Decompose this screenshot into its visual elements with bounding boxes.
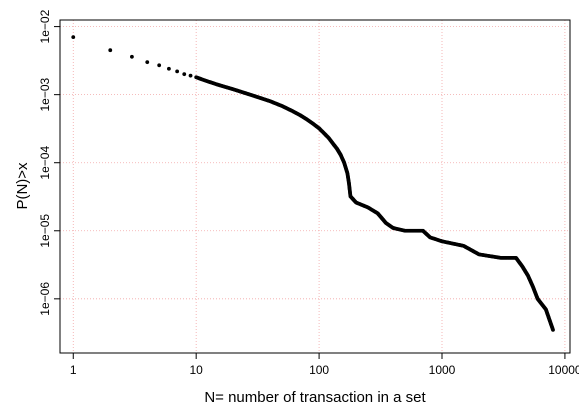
y-tick-label: 1e−02 xyxy=(38,9,52,43)
data-point xyxy=(175,69,180,74)
data-point xyxy=(71,35,76,40)
x-tick-label: 1 xyxy=(70,363,77,377)
y-tick-label: 1e−03 xyxy=(38,77,52,111)
data-point xyxy=(551,327,555,332)
data-point xyxy=(145,60,150,65)
y-tick-label: 1e−04 xyxy=(38,146,52,180)
y-tick-label: 1e−06 xyxy=(38,282,52,316)
y-axis-title: P(N)>x xyxy=(14,162,31,210)
data-points xyxy=(71,35,555,332)
data-point xyxy=(182,72,187,77)
x-tick-label: 100 xyxy=(309,363,329,377)
y-axis: 1e−06 1e−05 1e−04 1e−03 1e−02 xyxy=(38,9,60,316)
x-tick-label: 10000 xyxy=(548,363,579,377)
data-point xyxy=(157,63,162,68)
grid-lines xyxy=(60,20,570,353)
y-tick-label: 1e−05 xyxy=(38,214,52,248)
x-tick-label: 1000 xyxy=(429,363,456,377)
data-point xyxy=(167,66,171,71)
plot-frame xyxy=(59,19,571,354)
x-axis-title: N= number of transaction in a set xyxy=(204,389,426,406)
data-point xyxy=(108,48,113,53)
x-tick-label: 10 xyxy=(189,363,203,377)
x-axis: 1 10 100 1000 10000 xyxy=(70,353,579,377)
data-point xyxy=(130,54,134,59)
data-point xyxy=(188,73,193,78)
